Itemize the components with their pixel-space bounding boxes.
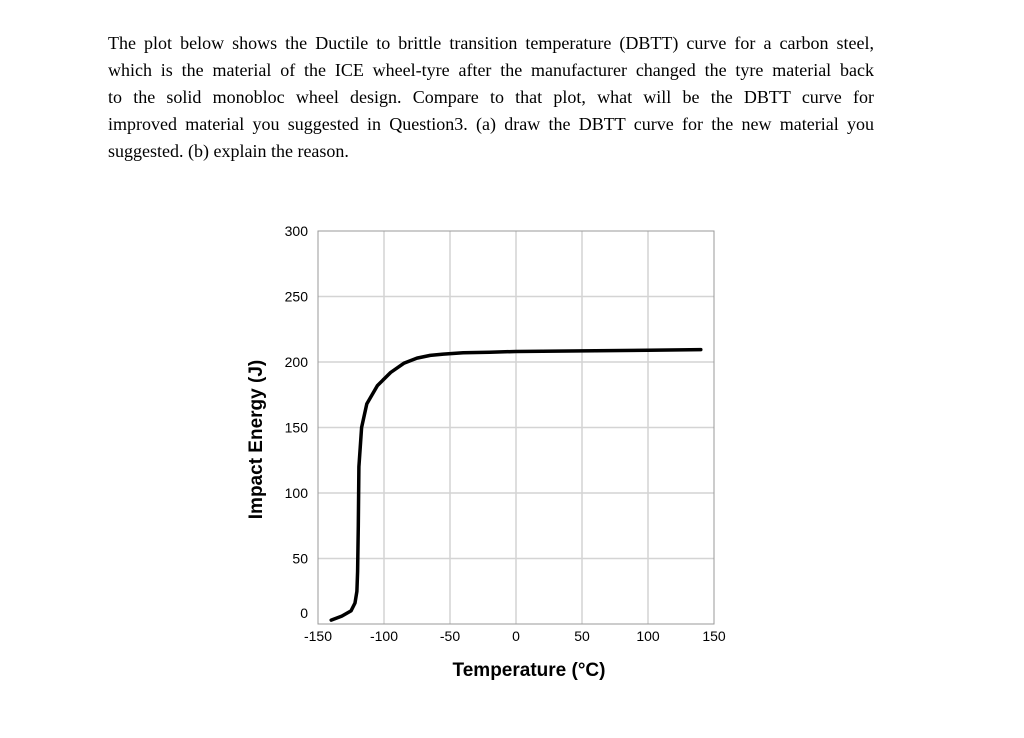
x-tick-label: 0	[512, 628, 520, 644]
chart-grid	[318, 231, 714, 624]
x-tick-label: -100	[370, 628, 398, 644]
plot-frame	[317, 230, 715, 625]
question-line-4: improved material you suggested in Quest…	[108, 114, 874, 134]
y-tick-label: 0	[300, 605, 308, 621]
x-tick-label: 50	[574, 628, 590, 644]
x-tick-labels: -150 -100 -50 0 50 100 150	[304, 628, 726, 644]
y-tick-label: 300	[285, 223, 309, 239]
y-tick-label: 50	[292, 551, 308, 567]
x-tick-label: -150	[304, 628, 332, 644]
question-line-5: suggested. (b) explain the reason.	[108, 141, 349, 161]
x-axis-label: Temperature (°C)	[453, 660, 606, 681]
dbtt-curve	[329, 347, 703, 622]
question-line-3: to the solid monobloc wheel design. Comp…	[108, 87, 874, 107]
x-tick-label: 100	[636, 628, 660, 644]
y-tick-label: 100	[285, 485, 309, 501]
question-text: The plot below shows the Ductile to brit…	[108, 30, 874, 165]
y-tick-label: 200	[285, 354, 309, 370]
y-tick-label: 150	[285, 420, 309, 436]
x-tick-label: 150	[702, 628, 726, 644]
x-tick-label: -50	[440, 628, 460, 644]
y-axis-label: Impact Energy (J)	[246, 360, 267, 519]
question-line-2: which is the material of the ICE wheel-t…	[108, 60, 874, 80]
y-tick-labels: 0 50 100 150 200 250 300	[285, 223, 309, 621]
question-line-1: The plot below shows the Ductile to brit…	[108, 33, 874, 53]
y-tick-label: 250	[285, 289, 309, 305]
